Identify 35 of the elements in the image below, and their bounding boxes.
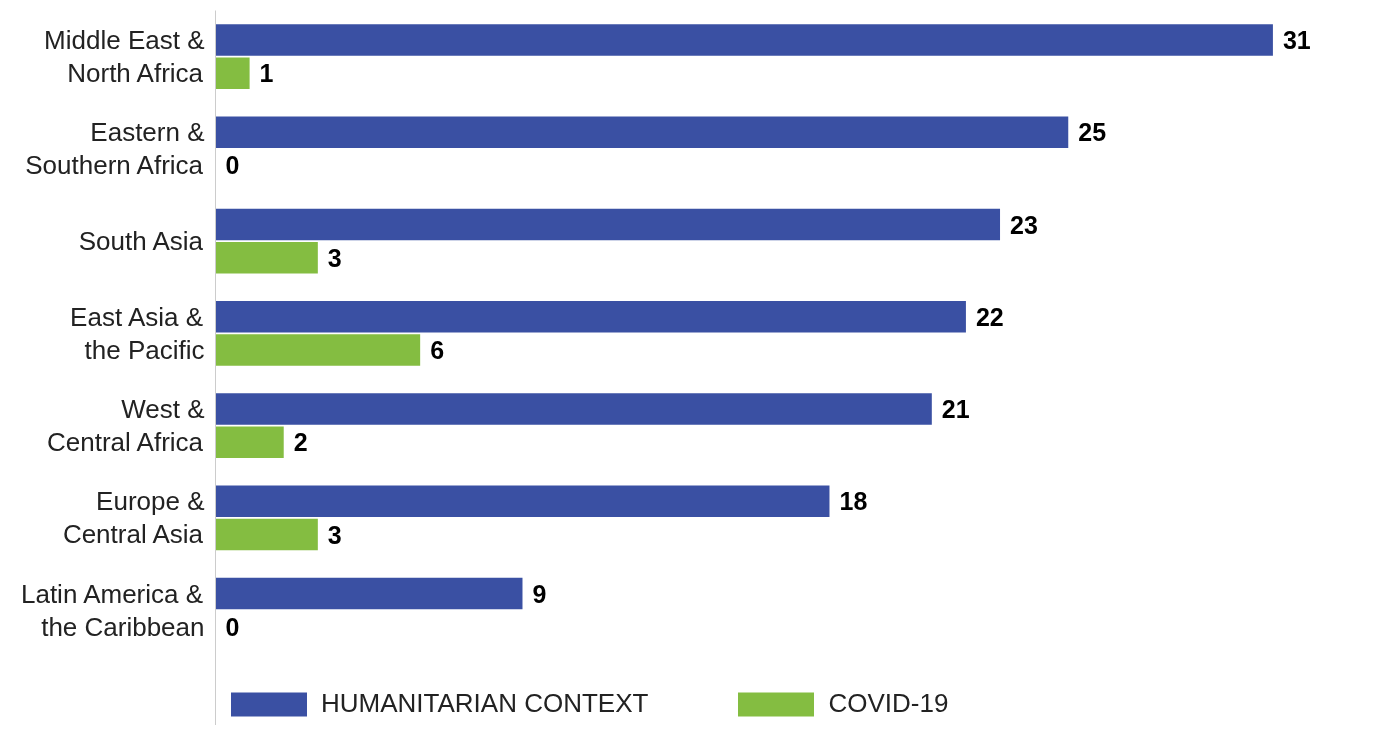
y-tick-label: South Asia: [78, 226, 204, 257]
bar: [215, 577, 523, 610]
data-label: 3: [327, 243, 342, 272]
data-label: 3: [327, 520, 342, 549]
data-label: 18: [839, 487, 868, 516]
data-label: 23: [1010, 210, 1038, 239]
data-label: 2: [293, 428, 308, 457]
bar: [215, 116, 1069, 149]
data-label: 6: [430, 336, 445, 365]
bar: [215, 393, 932, 425]
bar: [215, 24, 1273, 56]
bar: [215, 57, 250, 90]
bar: [215, 208, 1001, 241]
legend-label: COVID-19: [828, 688, 949, 719]
data-label: 21: [941, 395, 970, 424]
data-label: 0: [225, 151, 240, 180]
bar: [215, 426, 284, 459]
y-tick-label: West & Central Africa: [47, 394, 205, 458]
bar: [215, 301, 966, 333]
data-label: 9: [532, 579, 547, 608]
y-tick-label: Middle East & North Africa: [44, 25, 205, 89]
y-tick-label: Eastern & Southern Africa: [25, 117, 205, 181]
legend-label: HUMANITARIAN CONTEXT: [321, 688, 649, 719]
data-label: 25: [1078, 118, 1107, 147]
data-label: 31: [1282, 26, 1311, 55]
bar: [215, 518, 318, 551]
data-label: 1: [259, 59, 274, 88]
bar: [215, 334, 421, 366]
y-tick-label: East Asia & the Pacific: [70, 301, 205, 365]
bar: [215, 485, 830, 518]
bar: [215, 241, 318, 274]
y-tick-label: Latin America & the Caribbean: [20, 578, 205, 642]
data-label: 0: [225, 612, 240, 641]
data-label: 22: [975, 302, 1004, 331]
y-tick-label: Europe & Central Asia: [62, 486, 205, 550]
